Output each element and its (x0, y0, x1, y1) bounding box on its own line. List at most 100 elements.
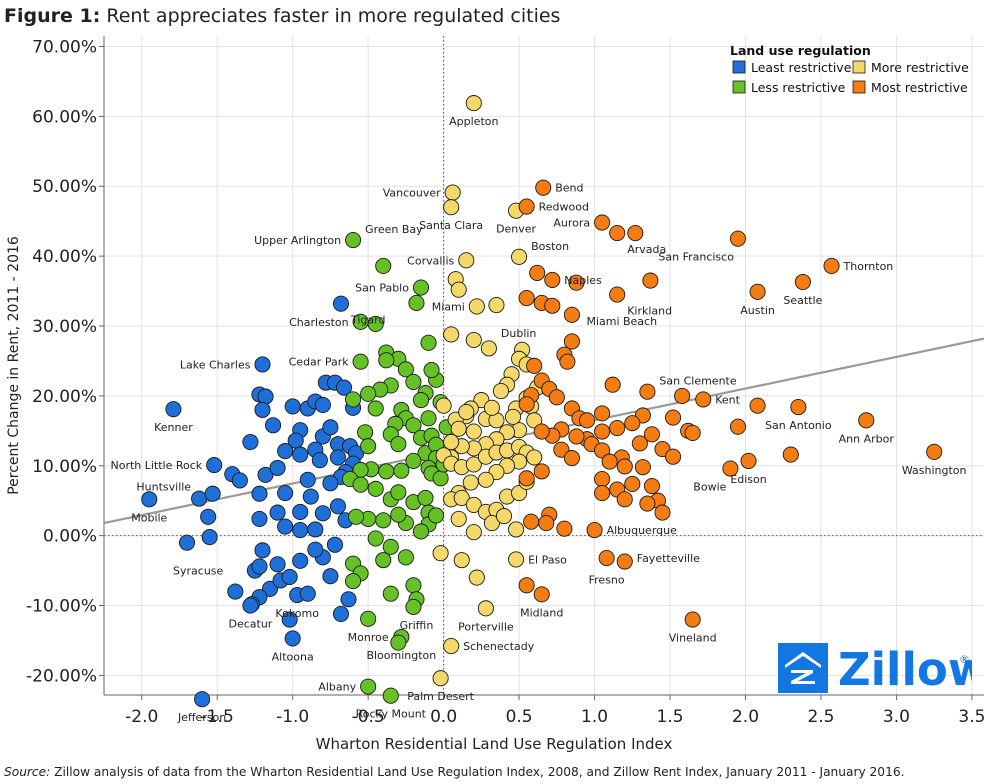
data-point (568, 428, 585, 445)
x-tick-label: 1.5 (657, 707, 684, 727)
data-point (322, 419, 339, 436)
data-point (412, 279, 430, 296)
data-point (511, 248, 528, 265)
data-point (200, 508, 217, 525)
data-point (405, 598, 422, 615)
data-point (654, 504, 671, 521)
data-point (740, 452, 757, 469)
data-point (314, 396, 331, 414)
city-label: Fresno (589, 574, 625, 587)
legend-swatch (732, 80, 746, 94)
series-least-restrictive (141, 295, 365, 708)
data-point (526, 412, 543, 429)
city-label: Charleston (289, 316, 349, 329)
data-point (292, 522, 309, 539)
data-point (616, 458, 633, 475)
city-label: Redwood (539, 201, 589, 214)
data-point (505, 408, 522, 425)
data-point (390, 506, 407, 523)
data-point (357, 424, 374, 441)
data-point (307, 541, 324, 558)
data-point (257, 388, 274, 405)
chart-title: Figure 1: Rent appreciates faster in mor… (4, 5, 560, 27)
data-point (367, 400, 384, 417)
data-point (477, 471, 494, 488)
data-point (251, 558, 268, 575)
city-label: Green Bay (365, 223, 423, 236)
data-point (624, 415, 641, 432)
city-label: Aurora (553, 217, 590, 230)
data-point (665, 448, 682, 465)
city-label: Tigard (350, 314, 385, 327)
data-point (382, 538, 399, 555)
data-point (609, 225, 626, 242)
data-point (329, 449, 347, 466)
data-point (729, 418, 747, 435)
city-label: Albuquerque (607, 524, 678, 537)
data-point (480, 340, 497, 357)
data-point (634, 459, 651, 476)
data-point (360, 385, 377, 402)
x-tick-label: -2.0 (125, 707, 158, 727)
data-point (254, 401, 271, 418)
data-point (450, 281, 467, 298)
city-label: Kenner (154, 421, 193, 434)
y-tick-label: 60.00% (32, 107, 97, 127)
data-point (586, 522, 603, 539)
data-point (352, 476, 369, 493)
data-point (518, 577, 535, 594)
city-label: Palm Desert (407, 690, 474, 703)
data-point (375, 257, 392, 274)
data-point (367, 480, 384, 497)
data-point (432, 670, 449, 687)
data-point (639, 495, 656, 512)
x-tick-label: 0.0 (430, 707, 457, 727)
title-text: Rent appreciates faster in more regulate… (106, 5, 561, 27)
city-label: Miami Beach (586, 315, 657, 328)
y-tick-label: 50.00% (32, 177, 97, 197)
city-label: Bowie (693, 481, 726, 494)
data-point (684, 424, 701, 441)
city-label: Upper Arlington (254, 234, 341, 247)
data-point (412, 523, 430, 540)
data-point (405, 577, 422, 594)
data-point (535, 179, 552, 196)
data-point (722, 460, 739, 477)
data-point (526, 449, 543, 466)
data-point (299, 471, 316, 488)
data-point (477, 600, 494, 617)
data-point (292, 446, 309, 463)
data-point (538, 515, 555, 532)
data-point (393, 462, 410, 479)
city-label: San Francisco (658, 251, 734, 264)
data-point (598, 549, 615, 567)
data-point (643, 477, 660, 495)
data-point (397, 549, 414, 566)
data-point (533, 463, 550, 480)
data-point (390, 484, 407, 501)
city-label: Huntsville (136, 481, 191, 494)
y-tick-label: -20.00% (26, 666, 97, 686)
city-label: Boston (531, 240, 569, 253)
data-point (443, 199, 460, 216)
data-point (165, 401, 182, 418)
data-point (518, 470, 535, 487)
data-point (360, 438, 377, 455)
city-label: Appleton (449, 115, 498, 128)
data-point (375, 552, 392, 569)
data-point (616, 553, 633, 570)
data-point (749, 283, 766, 300)
data-point (609, 286, 626, 303)
city-label: Kent (715, 393, 740, 406)
data-point (345, 573, 362, 590)
data-point (428, 507, 445, 524)
data-point (553, 441, 570, 458)
data-point (277, 518, 294, 535)
data-point (277, 443, 294, 460)
city-label: Lake Charles (180, 358, 251, 371)
data-point (332, 605, 350, 622)
y-tick-label: 10.00% (32, 457, 97, 477)
y-tick-label: 20.00% (32, 387, 97, 407)
city-label: Seattle (783, 294, 822, 307)
data-point (518, 290, 535, 307)
